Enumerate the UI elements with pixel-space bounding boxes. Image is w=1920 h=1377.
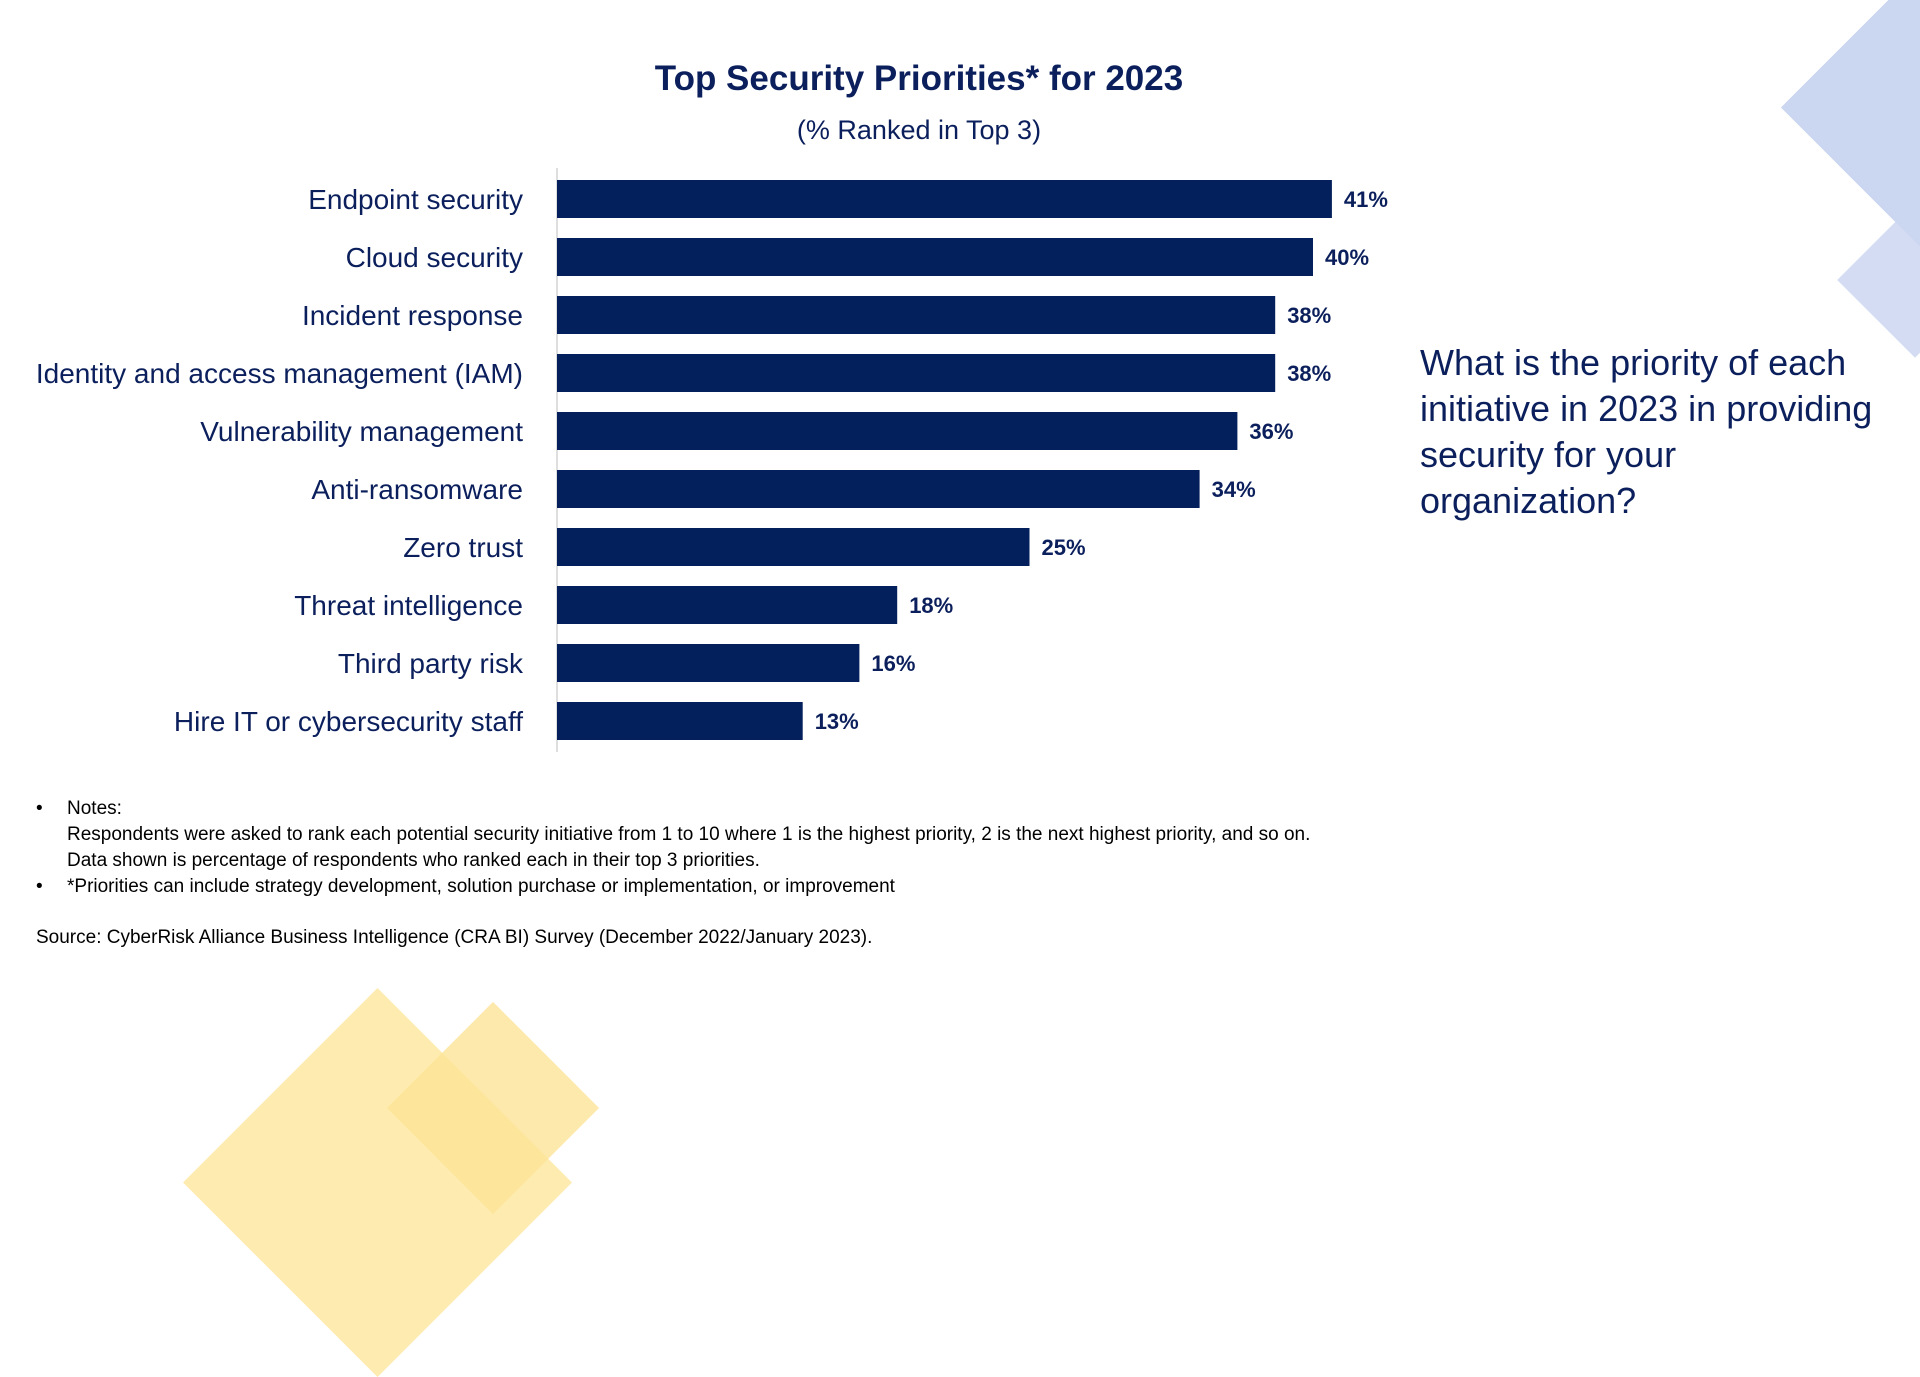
bar — [557, 586, 898, 624]
category-label: Endpoint security — [308, 184, 523, 215]
value-label: 40% — [1325, 245, 1369, 270]
category-label: Third party risk — [338, 648, 524, 679]
bar — [557, 412, 1238, 450]
bar — [557, 702, 803, 740]
value-label: 34% — [1212, 477, 1256, 502]
value-label: 41% — [1344, 187, 1388, 212]
category-label: Hire IT or cybersecurity staff — [174, 706, 523, 737]
chart-title: Top Security Priorities* for 2023 — [655, 59, 1183, 98]
category-label: Cloud security — [346, 242, 523, 273]
bar — [557, 296, 1276, 334]
bar — [557, 354, 1276, 392]
notes-text: Data shown is percentage of respondents … — [67, 850, 760, 871]
value-label: 25% — [1042, 535, 1086, 560]
bar — [557, 238, 1313, 276]
bar — [557, 644, 860, 682]
note-item: • *Priorities can include strategy devel… — [36, 874, 1436, 900]
value-label: 38% — [1287, 303, 1331, 328]
chart-subtitle: (% Ranked in Top 3) — [797, 115, 1041, 145]
bars-group: Endpoint security 41% Cloud security 40% Inc… — [36, 180, 1388, 740]
category-label: Vulnerability management — [200, 416, 523, 447]
bar-chart: Top Security Priorities* for 2023 (% Ran… — [36, 59, 1388, 752]
source-citation: Source: CyberRisk Alliance Business Inte… — [36, 927, 873, 948]
note-item: • Notes: Respondents were asked to rank … — [36, 796, 1436, 874]
value-label: 38% — [1287, 361, 1331, 386]
bullet-icon: • — [36, 798, 43, 819]
survey-question: What is the priority of each initiative … — [1420, 342, 1873, 521]
value-label: 16% — [871, 651, 915, 676]
bullet-icon: • — [36, 876, 43, 897]
category-label: Threat intelligence — [294, 590, 523, 621]
bar — [557, 180, 1332, 218]
category-label: Incident response — [302, 300, 523, 331]
value-label: 36% — [1249, 419, 1293, 444]
category-label: Zero trust — [403, 532, 523, 563]
value-label: 13% — [815, 709, 859, 734]
value-label: 18% — [909, 593, 953, 618]
notes-heading: Notes: — [67, 798, 122, 819]
notes-text: Respondents were asked to rank each pote… — [67, 824, 1311, 845]
category-label: Identity and access management (IAM) — [36, 358, 523, 389]
bar — [557, 470, 1200, 508]
notes-text: *Priorities can include strategy develop… — [67, 876, 895, 897]
bar — [557, 528, 1030, 566]
decorative-blue-diamond-small — [1837, 202, 1920, 358]
notes-section: • Notes: Respondents were asked to rank … — [36, 796, 1436, 951]
category-label: Anti-ransomware — [311, 474, 523, 505]
